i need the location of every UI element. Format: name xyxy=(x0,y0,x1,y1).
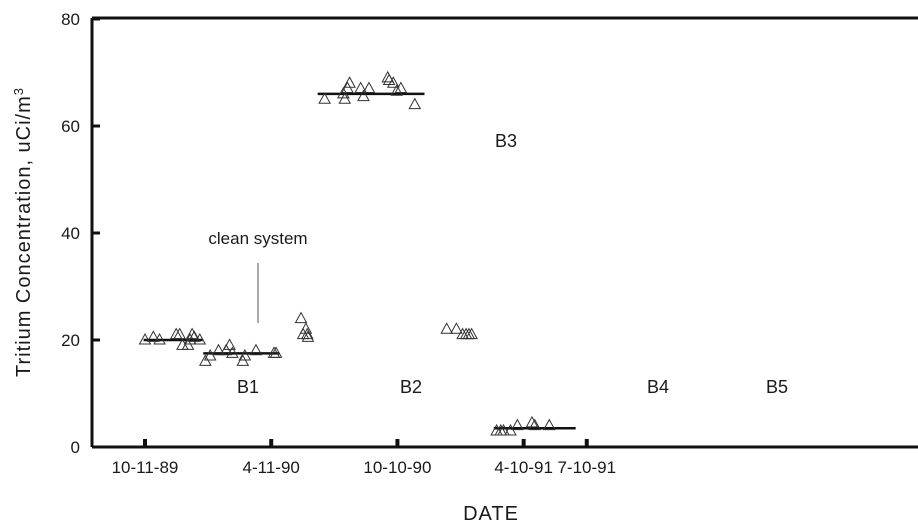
y-axis-title: Tritium Concentration, uCi/m3 xyxy=(11,87,36,377)
data-point-triangle xyxy=(440,322,454,334)
data-point-triangle xyxy=(173,327,187,340)
group-label-b1: B1 xyxy=(237,377,259,397)
mean-lines xyxy=(143,92,576,430)
data-point-triangle xyxy=(193,332,207,345)
group-label-b5: B5 xyxy=(766,377,788,397)
data-point-triangle xyxy=(153,332,166,345)
y-tick-label: 20 xyxy=(61,331,80,350)
data-point-triangle xyxy=(185,327,199,340)
data-point-triangle xyxy=(301,330,315,342)
data-point-triangle xyxy=(497,423,510,436)
data-point-triangle xyxy=(138,332,152,345)
data-point-triangle xyxy=(511,418,524,431)
data-point-triangle xyxy=(465,327,478,340)
data-point-triangle xyxy=(357,89,370,102)
y-tick-label: 80 xyxy=(61,10,80,29)
data-point-triangle xyxy=(528,418,542,431)
x-tick-label: 10-11-89 xyxy=(112,458,179,477)
data-point-triangle xyxy=(269,346,283,358)
data-point-triangle xyxy=(212,343,225,356)
x-axis-title: DATE xyxy=(463,503,519,525)
data-point-triangle xyxy=(408,97,422,110)
clean-system-annotation: clean system xyxy=(208,229,307,248)
group-label-b4: B4 xyxy=(647,377,669,397)
x-tick-label: 4-11-90 xyxy=(243,458,300,477)
data-point-triangle xyxy=(362,81,376,94)
data-point-triangle xyxy=(542,418,556,431)
data-point-triangle xyxy=(146,330,160,342)
y-ticks: 0 20 40 60 80 xyxy=(61,10,100,457)
x-tick-label: 4-10-91 xyxy=(494,458,553,477)
data-point-triangle xyxy=(394,81,408,94)
y-tick-label: 60 xyxy=(61,117,80,136)
group-label-b3: B3 xyxy=(495,131,517,151)
data-point-triangle xyxy=(238,349,252,361)
group-label-b2: B2 xyxy=(400,377,422,397)
data-point-triangle xyxy=(294,311,308,324)
x-ticks: 10-11-89 4-11-90 10-10-90 4-10-91 7-10-91 xyxy=(112,439,616,477)
data-point-triangle xyxy=(525,415,539,428)
data-point-triangle xyxy=(299,322,313,334)
data-point-triangle xyxy=(318,92,331,104)
data-point-triangle xyxy=(343,76,356,88)
data-point-triangle xyxy=(450,322,463,334)
data-point-triangle xyxy=(300,327,314,340)
data-point-triangle xyxy=(249,343,263,356)
data-point-triangle xyxy=(187,330,201,342)
data-point-triangle xyxy=(226,346,239,358)
x-tick-label: 10-10-90 xyxy=(363,458,431,477)
markers xyxy=(138,70,556,436)
data-point-triangle xyxy=(223,338,236,350)
data-point-triangle xyxy=(354,81,368,94)
x-tick-label: 7-10-91 xyxy=(557,458,616,477)
y-tick-label: 40 xyxy=(61,224,80,243)
data-point-triangle xyxy=(386,76,400,88)
y-tick-label: 0 xyxy=(71,438,80,457)
data-point-triangle xyxy=(390,84,404,96)
data-point-triangle xyxy=(338,92,352,104)
